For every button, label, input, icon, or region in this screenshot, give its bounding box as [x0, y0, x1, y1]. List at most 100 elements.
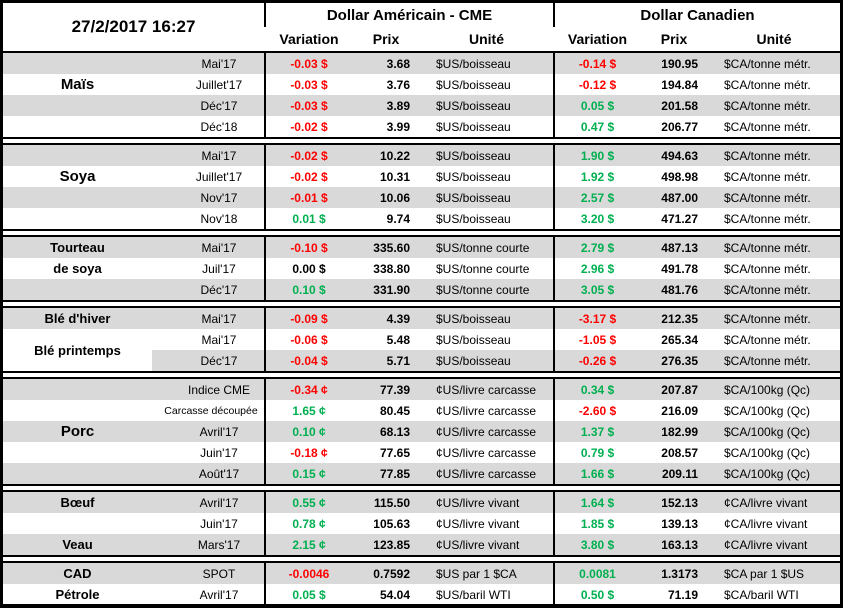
us-variation: -0.34 ¢ [264, 379, 352, 400]
commodity-label-soya: Soya [59, 168, 96, 185]
commodity-label [3, 208, 152, 229]
us-unit: $US/boisseau [436, 148, 511, 163]
table-row: Soya Juillet'17 -0.02 $ 10.31 $US/boisse… [3, 166, 840, 187]
table-row: Maïs Juillet'17 -0.03 $ 3.76 $US/boissea… [3, 74, 840, 95]
commodity-label-porc: Porc [60, 423, 95, 440]
us-price: 105.63 [373, 516, 410, 531]
contract-month: Nov'18 [200, 211, 238, 226]
ca-price: 163.13 [661, 537, 698, 552]
contract-month: Carcasse découpée [164, 404, 258, 417]
ca-variation: 1.64 $ [553, 492, 640, 513]
table-row: Veau Mars'17 2.15 ¢ 123.85 ¢US/livre viv… [3, 534, 840, 555]
us-variation: 0.00 $ [264, 258, 352, 279]
table-row: de soya Juil'17 0.00 $ 338.80 $US/tonne … [3, 258, 840, 279]
table-row: Nov'17 -0.01 $ 10.06 $US/boisseau 2.57 $… [3, 187, 840, 208]
table-row: Porc Avril'17 0.10 ¢ 68.13 ¢US/livre car… [3, 421, 840, 442]
us-variation: -0.02 $ [264, 116, 352, 137]
ca-variation: 0.79 $ [553, 442, 640, 463]
ca-prix-header: Prix [660, 31, 688, 47]
ca-price: 212.35 [661, 311, 698, 326]
commodity-label [3, 145, 152, 166]
ca-variation: 1.90 $ [553, 145, 640, 166]
table-row: Mai'17 -0.02 $ 10.22 $US/boisseau 1.90 $… [3, 145, 840, 166]
us-variation: -0.01 $ [264, 187, 352, 208]
us-variation: 2.15 ¢ [264, 534, 352, 555]
us-variation-header: Variation [279, 31, 339, 47]
ca-variation: 3.80 $ [553, 534, 640, 555]
contract-month: Avril'17 [199, 424, 239, 439]
commodity-label [3, 95, 152, 116]
table-header: 27/2/2017 16:27 Dollar Américain - CME V… [3, 3, 840, 53]
ca-variation: 1.92 $ [553, 166, 640, 187]
contract-month: Nov'17 [200, 190, 238, 205]
contract-month: Déc'18 [200, 119, 238, 134]
group-porc: Indice CME -0.34 ¢ 77.39 ¢US/livre carca… [3, 379, 840, 484]
ca-price: 190.95 [661, 56, 698, 71]
commodity-label-tourteau: Tourteau [50, 240, 105, 255]
us-section-title: Dollar Américain - CME [326, 6, 493, 24]
ca-column-headers: Variation Prix Unité [555, 27, 840, 51]
commodity-label-ble-printemps: Blé printemps [3, 329, 152, 358]
us-dollar-section-header: Dollar Américain - CME Variation Prix Un… [264, 3, 553, 47]
contract-month: Avril'17 [199, 587, 239, 602]
table-row: Déc'17 -0.03 $ 3.89 $US/boisseau 0.05 $ … [3, 95, 840, 116]
us-unit: $US/tonne courte [436, 282, 530, 297]
commodity-label-cad: CAD [63, 566, 92, 581]
us-price: 3.89 [386, 98, 410, 113]
ca-variation: -0.12 $ [553, 74, 640, 95]
contract-month: Mai'17 [201, 240, 237, 255]
us-unit: ¢US/livre carcasse [436, 403, 537, 418]
commodity-label [3, 279, 152, 300]
us-unit: ¢US/livre vivant [436, 537, 520, 552]
table-row: CAD SPOT -0.0046 0.7592 $US par 1 $CA 0.… [3, 563, 840, 584]
us-unit: $US/boisseau [436, 169, 511, 184]
group-separator [3, 555, 840, 563]
group-separator [3, 371, 840, 379]
ca-variation: 0.50 $ [553, 584, 640, 604]
us-price: 3.68 [386, 56, 410, 71]
us-price: 0.7592 [373, 566, 410, 581]
ca-variation: 1.37 $ [553, 421, 640, 442]
contract-month: Juillet'17 [195, 77, 243, 92]
ca-price: 276.35 [661, 353, 698, 368]
us-variation: -0.06 $ [264, 329, 352, 350]
ca-unit: $CA/100kg (Qc) [724, 445, 811, 460]
ca-price: 208.57 [661, 445, 698, 460]
us-price: 77.85 [379, 466, 410, 481]
ca-variation: -2.60 $ [553, 400, 640, 421]
us-variation: -0.09 $ [264, 308, 352, 329]
group-boeuf-veau: Bœuf Avril'17 0.55 ¢ 115.50 ¢US/livre vi… [3, 492, 840, 555]
us-price: 77.65 [379, 445, 410, 460]
report-timestamp: 27/2/2017 16:27 [71, 17, 196, 36]
ca-unit: $CA/tonne métr. [724, 119, 811, 134]
ca-price: 207.87 [661, 382, 698, 397]
table-row: Blé printemps Mai'17 -0.06 $ 5.48 $US/bo… [3, 329, 840, 358]
ca-unit: $CA/tonne métr. [724, 353, 811, 368]
us-variation: -0.02 $ [264, 145, 352, 166]
table-row: Tourteau Mai'17 -0.10 $ 335.60 $US/tonne… [3, 237, 840, 258]
us-price: 335.60 [373, 240, 410, 255]
ca-price: 71.19 [667, 587, 698, 602]
ca-unit: $CA/tonne métr. [724, 240, 811, 255]
contract-month: Déc'17 [200, 353, 238, 368]
us-price: 4.39 [386, 311, 410, 326]
us-variation: -0.03 $ [264, 74, 352, 95]
commodity-label [3, 513, 152, 534]
contract-month: Juin'17 [200, 516, 238, 531]
us-unit: ¢US/livre carcasse [436, 466, 537, 481]
commodity-label [3, 116, 152, 137]
us-price: 10.31 [379, 169, 410, 184]
ca-unit: $CA/tonne métr. [724, 169, 811, 184]
us-prix-header: Prix [372, 31, 400, 47]
ca-price: 498.98 [661, 169, 698, 184]
us-unit: $US/boisseau [436, 119, 511, 134]
us-variation: -0.02 $ [264, 166, 352, 187]
group-separator [3, 137, 840, 145]
us-unit: $US/boisseau [436, 98, 511, 113]
us-unit: $US/boisseau [436, 190, 511, 205]
us-price: 68.13 [379, 424, 410, 439]
us-price: 5.71 [386, 353, 410, 368]
contract-month: Avril'17 [199, 495, 239, 510]
us-unit: ¢US/livre carcasse [436, 445, 537, 460]
